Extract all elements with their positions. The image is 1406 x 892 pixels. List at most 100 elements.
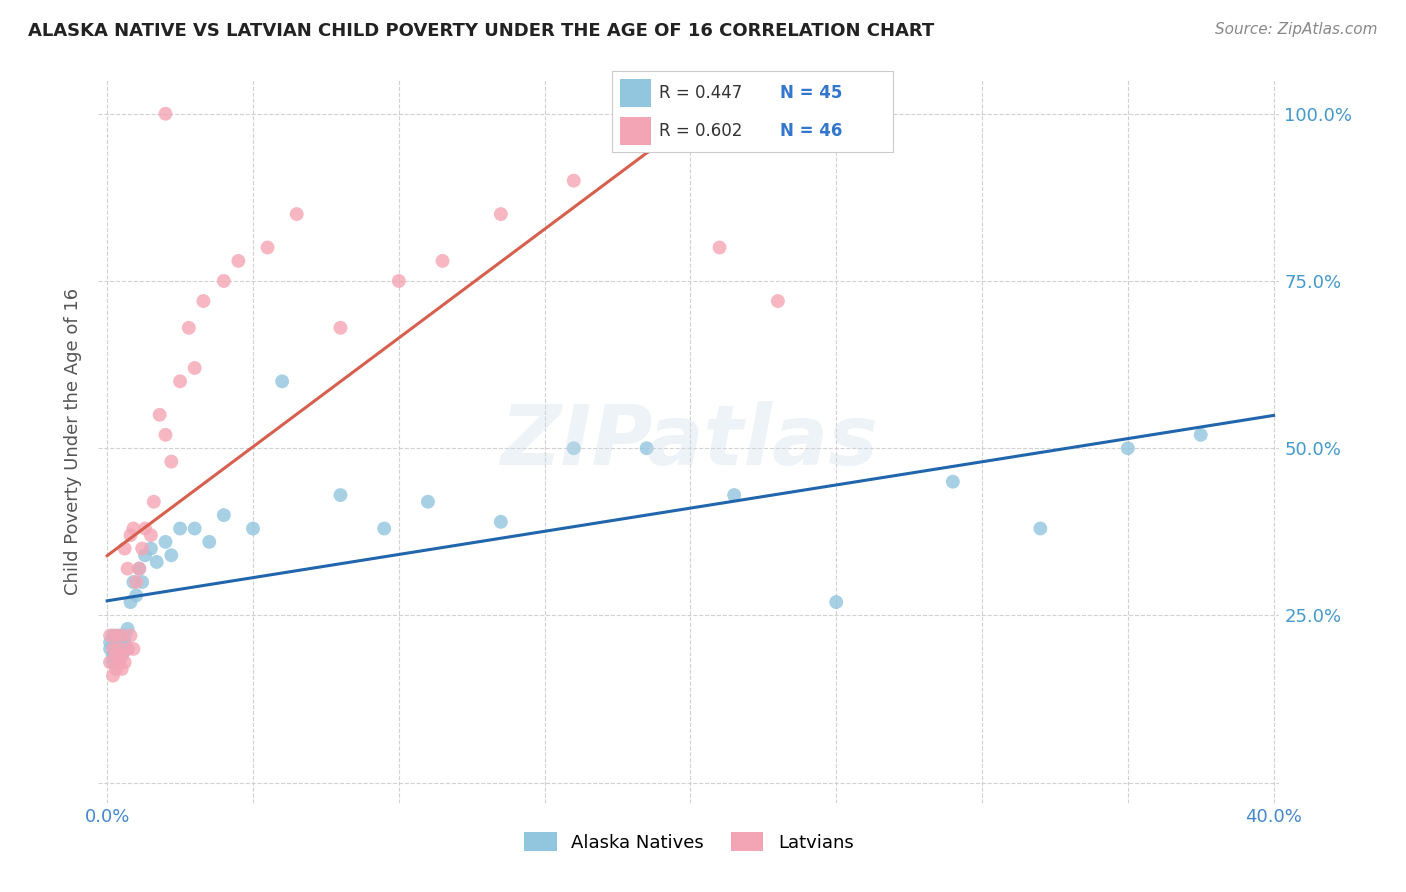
Point [98, 642, 121, 657]
Point [101, 648, 124, 663]
Point [120, 628, 142, 642]
Point [198, 534, 221, 549]
Point [242, 521, 264, 535]
Point [489, 515, 512, 529]
Point [160, 548, 183, 563]
Point [212, 274, 235, 288]
Point [942, 475, 965, 489]
Point [108, 628, 131, 642]
Point [139, 528, 162, 542]
Point [149, 408, 172, 422]
Point [256, 240, 278, 255]
Point [1189, 428, 1212, 442]
Point [101, 642, 124, 657]
Point [177, 320, 200, 334]
Point [108, 642, 131, 657]
Point [98, 635, 121, 649]
Point [111, 662, 134, 676]
Point [104, 628, 127, 642]
Text: N = 46: N = 46 [780, 122, 842, 140]
Point [183, 521, 205, 535]
Point [125, 575, 148, 590]
Point [329, 320, 352, 334]
Point [155, 107, 177, 121]
Point [155, 428, 177, 442]
Point [111, 648, 134, 663]
Point [825, 595, 848, 609]
Point [228, 253, 250, 268]
Point [212, 508, 235, 523]
Point [114, 655, 136, 669]
Bar [620, 79, 651, 108]
Point [117, 642, 139, 657]
Point [709, 240, 731, 255]
Point [122, 642, 145, 657]
Point [131, 541, 153, 556]
Point [125, 589, 148, 603]
Point [329, 488, 352, 502]
Point [169, 375, 191, 389]
Point [111, 628, 134, 642]
Point [1029, 521, 1052, 535]
Point [108, 655, 131, 669]
Point [388, 274, 411, 288]
Point [122, 575, 145, 590]
Point [117, 562, 139, 576]
Point [104, 642, 127, 657]
Point [169, 521, 191, 535]
Point [117, 642, 139, 657]
Point [114, 541, 136, 556]
Point [111, 635, 134, 649]
Point [108, 642, 131, 657]
Text: ALASKA NATIVE VS LATVIAN CHILD POVERTY UNDER THE AGE OF 16 CORRELATION CHART: ALASKA NATIVE VS LATVIAN CHILD POVERTY U… [28, 22, 935, 40]
Point [134, 521, 156, 535]
Point [193, 293, 215, 308]
Point [98, 628, 121, 642]
Point [101, 669, 124, 683]
Point [101, 655, 124, 669]
Point [562, 442, 585, 455]
Point [1116, 442, 1139, 455]
Y-axis label: Child Poverty Under the Age of 16: Child Poverty Under the Age of 16 [65, 288, 83, 595]
Point [723, 488, 745, 502]
Point [120, 528, 142, 542]
Point [489, 207, 512, 221]
Point [104, 648, 127, 663]
Point [134, 548, 156, 563]
Point [114, 635, 136, 649]
Point [562, 173, 585, 188]
Point [139, 541, 162, 556]
Point [636, 140, 658, 154]
Point [636, 442, 658, 455]
Point [104, 635, 127, 649]
Point [114, 628, 136, 642]
Point [142, 494, 165, 508]
Text: ZIPatlas: ZIPatlas [501, 401, 877, 482]
Point [111, 648, 134, 663]
Text: N = 45: N = 45 [780, 84, 842, 102]
Point [373, 521, 395, 535]
Point [108, 655, 131, 669]
Point [183, 361, 205, 376]
Text: R = 0.447: R = 0.447 [659, 84, 742, 102]
Point [766, 293, 789, 308]
Point [98, 655, 121, 669]
Legend: Alaska Natives, Latvians: Alaska Natives, Latvians [517, 825, 860, 859]
Point [160, 455, 183, 469]
Text: R = 0.602: R = 0.602 [659, 122, 742, 140]
Point [155, 534, 177, 549]
Point [131, 575, 153, 590]
Point [101, 628, 124, 642]
Point [271, 375, 294, 389]
Point [117, 622, 139, 636]
Bar [620, 117, 651, 145]
Point [416, 494, 439, 508]
Point [285, 207, 308, 221]
Point [120, 595, 142, 609]
Point [432, 253, 454, 268]
Point [128, 562, 150, 576]
Point [104, 662, 127, 676]
Point [128, 562, 150, 576]
Point [145, 555, 167, 569]
Point [104, 648, 127, 663]
